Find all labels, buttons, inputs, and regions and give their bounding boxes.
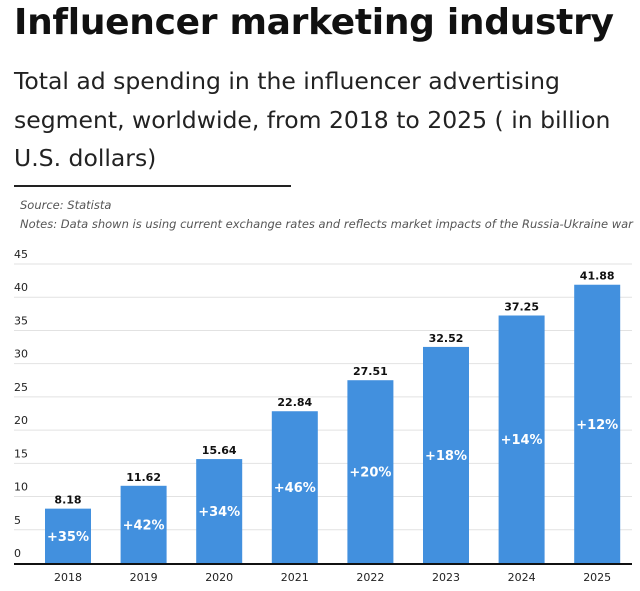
notes-text: Notes: Data shown is using current excha… [20, 217, 633, 231]
value-label: 15.64 [202, 444, 237, 457]
bar-2023 [423, 346, 469, 563]
x-tick-label: 2019 [130, 571, 158, 584]
growth-label: +35% [47, 530, 89, 545]
growth-label: +12% [576, 418, 618, 433]
growth-label: +14% [501, 433, 543, 448]
value-label: 8.18 [54, 494, 81, 507]
divider [14, 185, 291, 187]
bar-2020 [196, 459, 243, 563]
value-label: 11.62 [126, 471, 161, 484]
bar-2021 [271, 411, 318, 563]
value-label: 41.88 [580, 270, 615, 283]
growth-label: +34% [198, 505, 240, 520]
bar-2024 [498, 315, 545, 563]
bar-2019 [120, 485, 167, 563]
source-note: Source: Statista [20, 198, 112, 212]
x-tick-label: 2024 [508, 571, 536, 584]
bar-2022 [347, 380, 394, 563]
value-label: 27.51 [353, 365, 388, 378]
y-tick-label: 15 [14, 447, 28, 460]
chart-title: Influencer marketing industry [14, 2, 614, 43]
value-label: 37.25 [504, 300, 539, 313]
y-tick-label: 25 [14, 381, 28, 394]
x-tick-label: 2018 [54, 571, 82, 584]
y-tick-label: 30 [14, 348, 28, 361]
value-label: 22.84 [277, 396, 312, 409]
growth-label: +20% [349, 466, 391, 481]
growth-label: +46% [274, 481, 316, 496]
x-tick-label: 2025 [583, 571, 611, 584]
value-label: 32.52 [429, 332, 464, 345]
bar-2025 [574, 284, 621, 563]
y-tick-label: 5 [14, 514, 21, 527]
bar-2018 [45, 508, 91, 563]
x-tick-label: 2021 [281, 571, 309, 584]
chart-subtitle: Total ad spending in the influencer adve… [14, 67, 611, 172]
y-tick-label: 35 [14, 314, 28, 327]
x-tick-label: 2022 [356, 571, 384, 584]
growth-label: +42% [123, 518, 165, 533]
y-tick-label: 45 [14, 248, 28, 261]
growth-label: +18% [425, 449, 467, 464]
y-tick-label: 10 [14, 481, 28, 494]
x-tick-label: 2020 [205, 571, 233, 584]
y-tick-label: 0 [14, 547, 21, 560]
y-tick-label: 40 [14, 281, 28, 294]
y-tick-label: 20 [14, 414, 28, 427]
x-tick-label: 2023 [432, 571, 460, 584]
